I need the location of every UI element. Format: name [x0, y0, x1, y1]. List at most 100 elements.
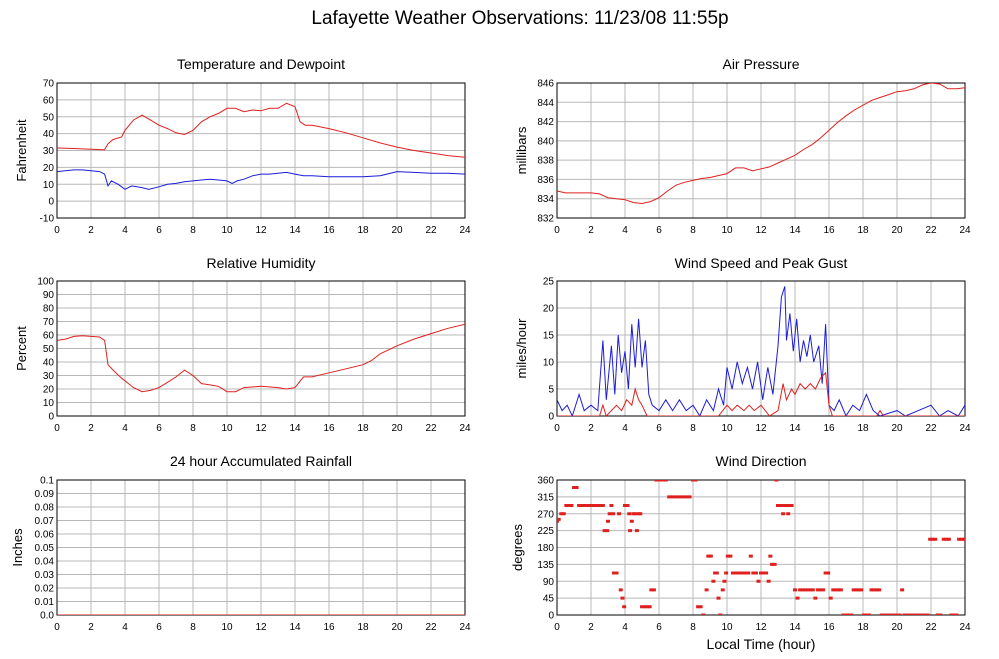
- x-tick-label: 14: [789, 622, 801, 633]
- data-point: [849, 613, 854, 615]
- data-point: [889, 613, 894, 615]
- data-point: [657, 480, 661, 482]
- data-point: [594, 504, 599, 507]
- data-point: [693, 480, 698, 482]
- x-tick-label: 14: [289, 622, 301, 633]
- x-tick-label: 16: [323, 225, 335, 236]
- data-point: [810, 588, 815, 592]
- x-tick-label: 20: [391, 622, 403, 633]
- data-point: [667, 495, 672, 499]
- y-tick-label: 0: [548, 412, 554, 423]
- data-point: [951, 613, 956, 615]
- x-tick-label: 22: [925, 622, 937, 633]
- y-tick-label: 100: [37, 277, 54, 288]
- x-tick-label: 14: [289, 423, 301, 434]
- data-point: [928, 537, 933, 541]
- data-point: [854, 588, 859, 592]
- y-tick-label: 846: [537, 79, 554, 90]
- data-point: [844, 613, 848, 615]
- data-point: [564, 504, 569, 507]
- x-tick-label: 10: [721, 225, 733, 236]
- x-tick-label: 14: [789, 225, 801, 236]
- data-point: [614, 571, 619, 575]
- data-point: [946, 537, 951, 541]
- data-point: [642, 605, 647, 609]
- x-tick-label: 8: [190, 423, 196, 434]
- data-point: [764, 571, 769, 575]
- data-point: [645, 605, 650, 609]
- y-tick-label: 60: [43, 331, 55, 342]
- y-tick-label: 25: [543, 277, 555, 288]
- data-point: [836, 588, 841, 592]
- x-tick-label: 2: [588, 423, 594, 434]
- x-tick-label: 6: [656, 622, 662, 633]
- x-tick-label: 6: [656, 225, 662, 236]
- y-tick-label: 30: [43, 371, 55, 382]
- data-point: [647, 605, 652, 609]
- data-point: [846, 613, 851, 615]
- data-point: [795, 596, 800, 600]
- data-point: [559, 512, 564, 516]
- x-tick-label: 16: [823, 423, 835, 434]
- series-line-secondary: [557, 371, 965, 416]
- y-tick-label: 135: [537, 560, 554, 571]
- x-tick-label: 14: [289, 225, 301, 236]
- data-point: [607, 512, 612, 516]
- x-tick-label: 10: [221, 622, 233, 633]
- y-tick-label: 0.04: [35, 557, 55, 568]
- y-tick-label: 0.1: [40, 476, 54, 487]
- data-point: [720, 588, 725, 592]
- data-point: [815, 588, 820, 592]
- data-point: [851, 588, 856, 592]
- y-tick-label: 30: [43, 146, 55, 157]
- y-tick-label: 0.03: [35, 570, 55, 581]
- y-tick-label: 0: [48, 197, 54, 208]
- data-point: [761, 571, 766, 575]
- data-point: [748, 554, 753, 558]
- y-tick-label: 0.08: [35, 503, 55, 514]
- data-point: [864, 613, 869, 615]
- data-point: [706, 554, 711, 558]
- data-point: [887, 613, 892, 615]
- data-point: [957, 537, 962, 541]
- data-point: [677, 495, 682, 499]
- y-tick-label: 15: [543, 331, 555, 342]
- data-point: [743, 571, 748, 575]
- y-tick-label: 60: [43, 95, 55, 106]
- series-line-secondary: [57, 169, 465, 190]
- data-point: [917, 613, 922, 615]
- data-point: [941, 537, 946, 541]
- x-tick-label: 10: [221, 423, 233, 434]
- x-tick-label: 8: [690, 423, 696, 434]
- plot-frame: [556, 82, 966, 219]
- x-tick-label: 4: [122, 423, 128, 434]
- data-point: [800, 588, 805, 592]
- x-tick-label: 20: [891, 423, 903, 434]
- y-tick-label: 0.05: [35, 543, 55, 554]
- data-point: [590, 504, 595, 507]
- x-tick-label: 24: [959, 423, 971, 434]
- data-point: [583, 504, 588, 507]
- y-tick-label: 270: [537, 509, 554, 520]
- x-tick-label: 2: [88, 225, 94, 236]
- data-point: [821, 588, 826, 592]
- x-tick-label: 22: [925, 423, 937, 434]
- data-point: [838, 588, 843, 592]
- chart-title: Relative Humidity: [207, 255, 316, 271]
- y-tick-label: 20: [543, 304, 555, 315]
- data-point: [605, 529, 610, 533]
- data-point: [684, 495, 689, 499]
- data-point: [905, 613, 910, 615]
- x-tick-label: 6: [156, 423, 162, 434]
- plot-frame: [56, 280, 466, 417]
- x-tick-label: 16: [323, 423, 335, 434]
- data-point: [730, 571, 735, 575]
- data-point: [753, 571, 758, 575]
- data-point: [618, 588, 623, 592]
- x-tick-label: 10: [221, 225, 233, 236]
- data-point: [856, 588, 861, 592]
- y-tick-label: 832: [537, 214, 554, 225]
